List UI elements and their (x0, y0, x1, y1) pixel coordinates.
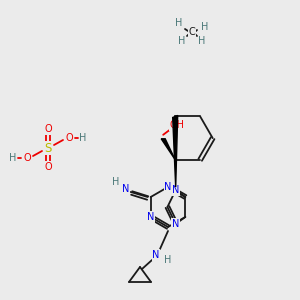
Text: N: N (172, 185, 179, 195)
Text: H: H (201, 22, 209, 32)
Text: H: H (79, 133, 87, 143)
Text: H: H (175, 18, 183, 28)
Text: N: N (164, 182, 172, 192)
Text: H: H (112, 177, 119, 187)
Text: N: N (147, 212, 154, 222)
Text: O: O (65, 133, 73, 143)
Text: H: H (9, 153, 17, 163)
Text: C: C (189, 27, 195, 37)
Text: O: O (23, 153, 31, 163)
Text: OH: OH (170, 120, 185, 130)
Text: H: H (178, 36, 186, 46)
Polygon shape (173, 116, 178, 187)
Text: H: H (198, 36, 206, 46)
Text: O: O (44, 162, 52, 172)
Text: O: O (44, 124, 52, 134)
Text: N: N (122, 184, 129, 194)
Text: N: N (172, 219, 179, 229)
Text: S: S (44, 142, 52, 154)
Polygon shape (161, 139, 175, 160)
Text: H: H (164, 255, 172, 265)
Text: N: N (152, 250, 160, 260)
